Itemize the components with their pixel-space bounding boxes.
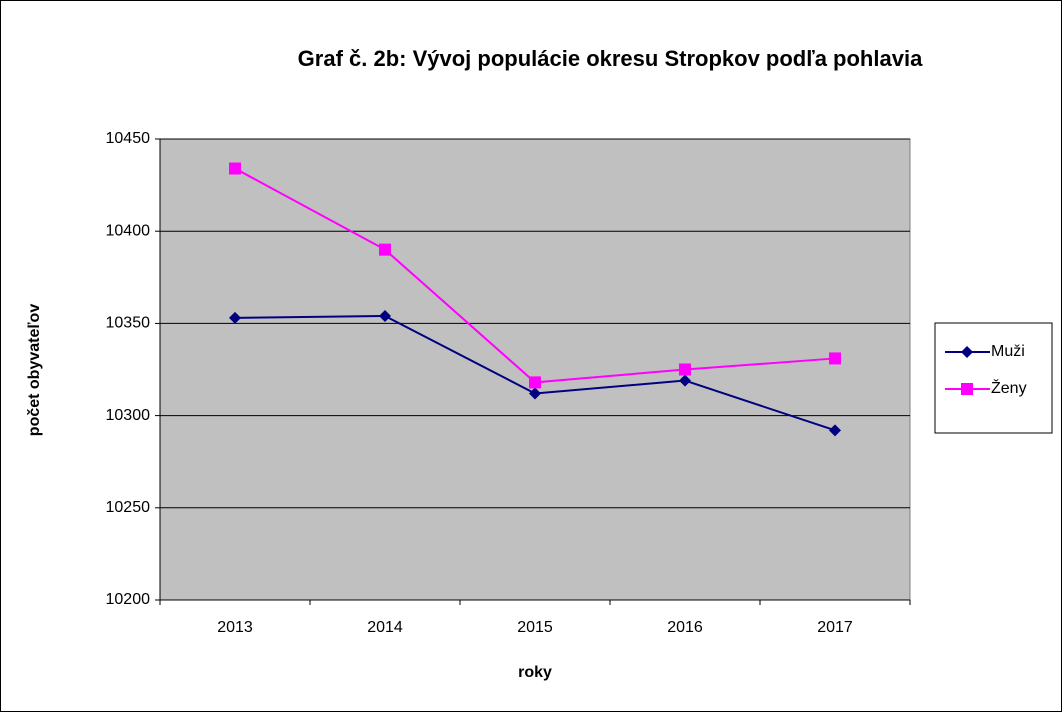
- chart-title: Graf č. 2b: Vývoj populácie okresu Strop…: [298, 46, 923, 71]
- marker: [961, 346, 973, 358]
- legend-label: Muži: [991, 343, 1025, 360]
- x-tick-label: 2013: [217, 619, 253, 636]
- marker: [829, 424, 841, 437]
- marker: [229, 311, 241, 324]
- y-tick-label: 10200: [106, 591, 151, 608]
- marker: [679, 374, 691, 387]
- x-tick-label: 2017: [817, 619, 853, 636]
- legend-label: Ženy: [991, 378, 1027, 397]
- y-tick-label: 10300: [106, 407, 151, 424]
- marker: [529, 387, 541, 400]
- legend-box: [934, 322, 1053, 434]
- y-tick-label: 10350: [106, 315, 151, 332]
- marker: [679, 363, 691, 376]
- y-axis-label: počet obyvateľov: [26, 304, 43, 437]
- marker: [379, 310, 391, 323]
- x-axis-label: roky: [518, 664, 552, 681]
- marker: [229, 162, 241, 175]
- y-tick-label: 10400: [106, 222, 151, 239]
- plot-area: [159, 138, 911, 601]
- x-tick-label: 2016: [667, 619, 703, 636]
- marker: [961, 383, 973, 395]
- x-tick-label: 2014: [367, 619, 403, 636]
- y-tick-label: 10450: [106, 130, 151, 147]
- marker: [379, 243, 391, 256]
- marker: [529, 376, 541, 389]
- marker: [829, 352, 841, 365]
- x-tick-label: 2015: [517, 619, 553, 636]
- y-tick-label: 10250: [106, 499, 151, 516]
